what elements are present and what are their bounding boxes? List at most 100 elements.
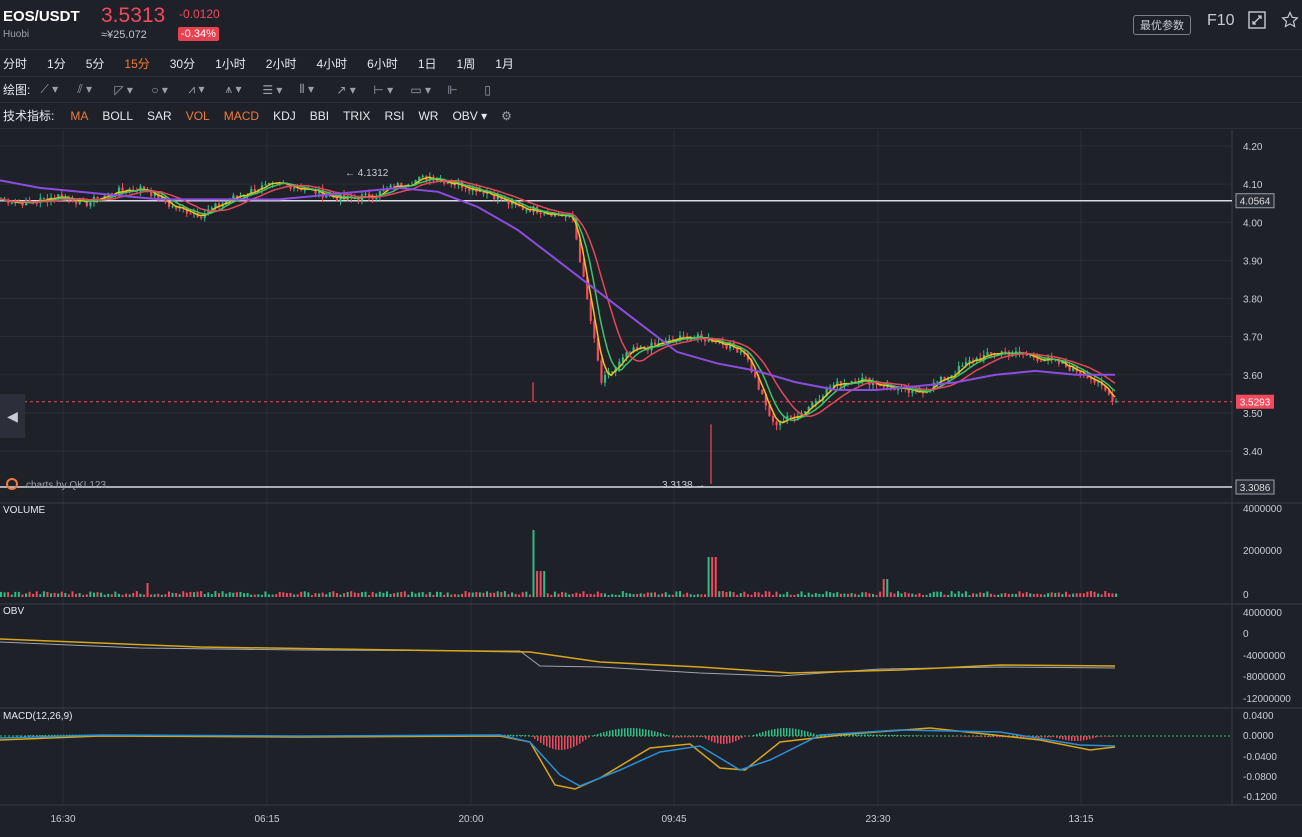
volume-bar <box>185 592 188 597</box>
candle-body <box>829 386 832 388</box>
indicator-wr[interactable]: WR <box>418 108 439 123</box>
volume-bar <box>846 593 849 597</box>
timeframe-5[interactable]: 1小时 <box>215 57 246 71</box>
indicator-kdj[interactable]: KDJ <box>273 108 296 123</box>
indicator-boll[interactable]: BOLL <box>102 108 134 123</box>
pattern-tool-icon[interactable]: ⩚ ▾ <box>225 82 242 96</box>
volume-bar <box>936 591 939 597</box>
indicator-ma[interactable]: MA <box>70 108 89 123</box>
indicator-obv[interactable]: OBV ▾ <box>452 108 488 123</box>
candle-body <box>1004 351 1007 353</box>
volume-bar <box>636 594 639 597</box>
volume-bar <box>414 593 417 597</box>
timeframe-10[interactable]: 1周 <box>456 57 476 71</box>
macd-hist-bar <box>510 734 512 736</box>
volume-bar <box>1079 593 1082 597</box>
circle-tool-icon[interactable]: ○ ▾ <box>151 82 168 97</box>
indicator-vol[interactable]: VOL <box>185 108 210 123</box>
volume-bar <box>561 591 564 597</box>
wave-tool-icon[interactable]: ⩘ ▾ <box>188 82 205 96</box>
indicator-trix[interactable]: TRIX <box>343 108 371 123</box>
triangle-tool-icon[interactable]: ◸ ▾ <box>114 82 133 97</box>
price-chart[interactable]: 4.20 4.10 4.00 3.90 3.80 3.70 3.60 3.50 3.40 4.05… <box>0 130 1302 837</box>
timeframe-7[interactable]: 4小时 <box>316 57 348 71</box>
candle-body <box>478 190 482 193</box>
ray-tool-icon[interactable]: ⫽ ▾ <box>77 82 93 96</box>
macd-hist-bar <box>1035 736 1037 738</box>
volume-bar <box>961 593 964 597</box>
volume-bar <box>110 594 113 597</box>
candle-body <box>836 381 839 385</box>
candle-body <box>260 185 264 190</box>
range-tool-icon[interactable]: ⊢ ▾ <box>373 82 394 97</box>
candle-body <box>42 198 46 200</box>
candle-body <box>843 383 846 387</box>
candle-body <box>750 359 753 373</box>
timeframe-1[interactable]: 1分 <box>47 57 66 71</box>
volume-bar <box>1104 591 1107 597</box>
volume-bar <box>453 594 456 597</box>
gear-icon[interactable]: ⚙ <box>501 108 512 123</box>
volume-bar <box>100 592 103 597</box>
macd-hist-bar <box>30 735 32 736</box>
macd-hist-bar <box>753 734 755 736</box>
timeframe-9[interactable]: 1日 <box>417 57 437 71</box>
candle-body <box>911 389 914 393</box>
indicator-bbi[interactable]: BBI <box>309 108 330 123</box>
pair-symbol[interactable]: EOS/USDT <box>3 8 80 25</box>
volume-bar <box>339 594 342 597</box>
text-tool-icon[interactable]: ▭ ▾ <box>410 82 432 97</box>
indicator-sar[interactable]: SAR <box>147 108 172 123</box>
volume-bar <box>475 592 478 597</box>
volume-bar <box>979 592 982 597</box>
macd-hist-bar <box>993 736 995 738</box>
macd-hist-bar <box>996 736 998 738</box>
volume-bar <box>221 591 224 597</box>
fib-tool-icon[interactable]: ☰ ▾ <box>262 82 283 97</box>
timeframe-0[interactable]: 分时 <box>3 57 28 71</box>
volume-bar <box>693 594 696 597</box>
trash-icon[interactable]: ▯ <box>484 82 491 97</box>
macd-hist-bar <box>882 734 884 736</box>
volume-bar <box>142 594 145 597</box>
macd-hist-bar <box>564 736 566 750</box>
indicator-bar: 技术指标: MA BOLL SAR VOL MACD KDJ BBI TRIX RSI WR OBV… <box>0 103 1302 129</box>
gann-tool-icon[interactable]: ⦀ ▾ <box>299 82 314 96</box>
macd-hist-bar <box>711 736 713 742</box>
candle-body <box>528 209 532 213</box>
candle-body <box>435 180 439 182</box>
candle-body <box>418 176 421 181</box>
f10-button[interactable]: F10 <box>1207 12 1235 29</box>
line-tool-icon[interactable]: ⟋ ▾ <box>40 82 59 96</box>
macd-hist-bar <box>1038 736 1040 738</box>
macd-hist-bar <box>1104 736 1106 737</box>
timeframe-3[interactable]: 15分 <box>124 57 150 71</box>
star-icon[interactable] <box>1279 11 1301 33</box>
macd-hist-bar <box>600 732 602 736</box>
indicator-rsi[interactable]: RSI <box>384 108 405 123</box>
macd-hist-bar <box>537 736 539 742</box>
macd-hist-bar <box>1041 736 1043 738</box>
volume-bar <box>764 591 767 597</box>
measure-tool-icon[interactable]: ⊩ <box>447 82 458 97</box>
timeframe-6[interactable]: 2小时 <box>265 57 297 71</box>
volume-bar <box>396 592 399 597</box>
fullscreen-icon[interactable] <box>1246 11 1268 33</box>
last-price: 3.5313 <box>101 4 166 27</box>
candle-body <box>1093 379 1096 383</box>
candle-body <box>768 405 771 417</box>
macd-hist-bar <box>24 735 26 736</box>
timeframe-4[interactable]: 30分 <box>169 57 196 71</box>
timeframe-8[interactable]: 6小时 <box>367 57 398 71</box>
arrow-tool-icon[interactable]: ↗ ▾ <box>336 82 356 97</box>
volume-bar <box>493 592 496 597</box>
indicator-macd[interactable]: MACD <box>223 108 260 123</box>
candle-body <box>132 189 135 191</box>
optimal-params-button[interactable]: 最优参数 <box>1133 15 1191 35</box>
collapse-left-arrow-icon[interactable]: ◀ <box>0 394 25 438</box>
macd-hist-bar <box>807 731 809 736</box>
timeframe-11[interactable]: 1月 <box>495 57 514 71</box>
macd-hist-bar <box>642 728 644 736</box>
timeframe-2[interactable]: 5分 <box>85 57 105 71</box>
candle-body <box>618 361 621 368</box>
